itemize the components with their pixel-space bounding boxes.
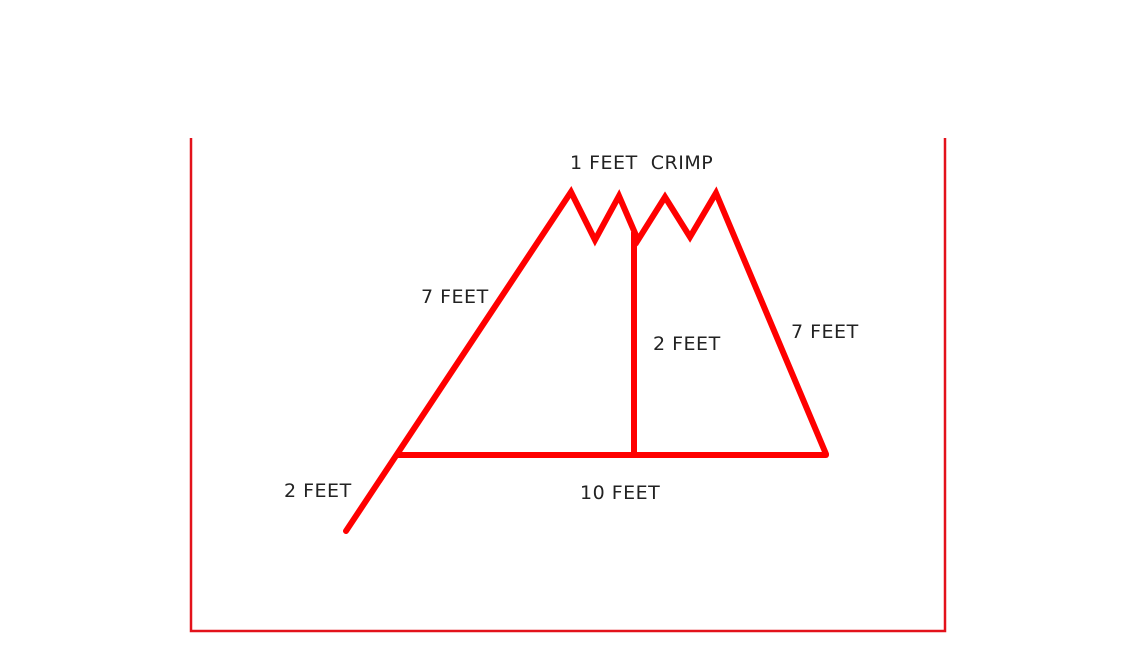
crimp-label: 1 FEET CRIMP [570,152,713,174]
left-slope-label: 7 FEET [421,286,489,308]
center-post-label: 2 FEET [653,333,721,355]
right-slope-label: 7 FEET [791,321,859,343]
extension-label: 2 FEET [284,480,352,502]
roof-outline [343,186,829,534]
base-label: 10 FEET [580,482,660,504]
frame-border [189,138,947,633]
